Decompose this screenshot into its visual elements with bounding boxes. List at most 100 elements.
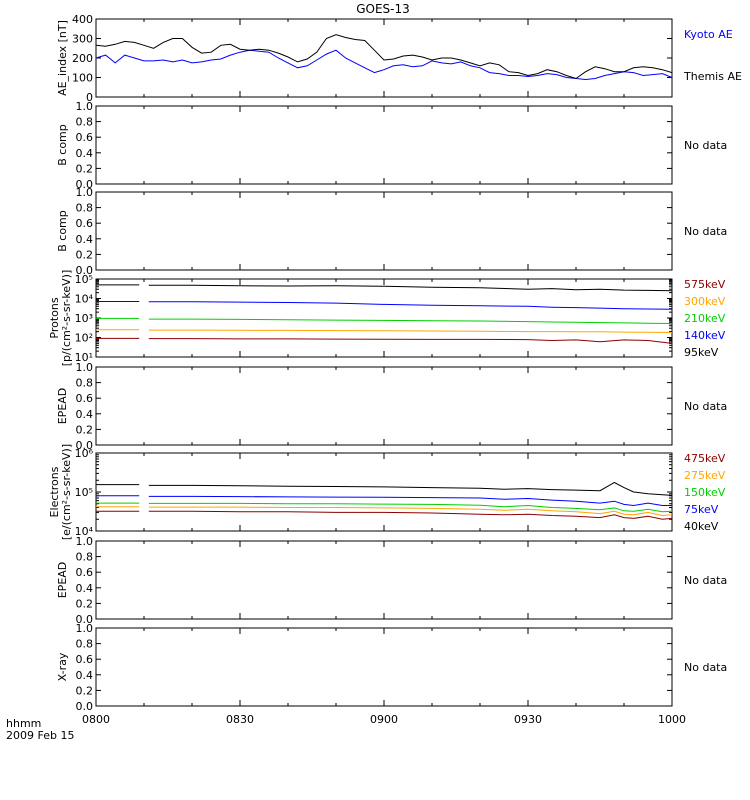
y-tick-label: 0.2: [76, 423, 94, 436]
y-tick-label: 0.2: [76, 684, 94, 697]
y-tick-label: 400: [72, 13, 93, 26]
series-line-95kev: [148, 284, 673, 292]
legend-entry: 95keV: [684, 346, 719, 359]
legend-entry: 75keV: [684, 503, 719, 516]
panel-electrons: 10⁴ 10⁵ 10⁶ Electrons [e/(cm²-s-sr-keV)] 475k…: [48, 444, 726, 540]
y-tick-label: 10⁴: [75, 525, 94, 538]
series-line-475kev: [148, 510, 673, 520]
y-tick-label: 0.4: [76, 669, 94, 682]
legend-entry: 150keV: [684, 486, 726, 499]
y-tick-label: 0.0: [76, 264, 94, 277]
y-tick-label: 0.6: [76, 566, 94, 579]
no-data-label: No data: [684, 139, 727, 152]
y-tick-label: 0.4: [76, 147, 94, 160]
y-tick-label: 0: [86, 91, 93, 104]
y-tick-label: 0.6: [76, 131, 94, 144]
panel-frame: [95, 191, 673, 271]
series-line-300kev: [148, 329, 673, 333]
series-line-40kev: [148, 481, 673, 496]
y-tick-label: 0.2: [76, 248, 94, 261]
no-data-label: No data: [684, 574, 727, 587]
x-tick-label: 0800: [82, 713, 110, 726]
y-axis-label: EPEAD: [56, 388, 69, 425]
y-tick-label: 10⁵: [75, 486, 93, 499]
chart-title: GOES-13: [356, 2, 410, 16]
panel-epead_electrons: 0.0 0.2 0.4 0.6 0.8 1.0 EPEAD No data: [56, 535, 727, 626]
panel-frame: [95, 366, 673, 446]
y-tick-label: 0.2: [76, 597, 94, 610]
time-axis-unit-label: hhmm: [6, 717, 41, 730]
y-tick-label: 0.0: [76, 613, 94, 626]
legend-entry: Themis AE: [683, 70, 742, 83]
y-tick-label: 1.0: [76, 535, 94, 548]
legend-entry: 140keV: [684, 329, 726, 342]
y-tick-label: 0.6: [76, 653, 94, 666]
time-axis: 0800 0830 0900 0930 1000: [82, 713, 686, 726]
legend-entry: 210keV: [684, 312, 726, 325]
series-line-75kev: [148, 495, 672, 507]
y-tick-label: 0.4: [76, 233, 94, 246]
series-line-140kev: [148, 301, 673, 310]
y-tick-label: 0.8: [76, 638, 94, 651]
y-tick-label: 0.4: [76, 408, 94, 421]
y-tick-label: 1.0: [76, 100, 94, 113]
series-line-575kev: [148, 338, 673, 344]
y-tick-label: 0.4: [76, 582, 94, 595]
x-tick-label: 0900: [370, 713, 398, 726]
series-line-275kev: [148, 506, 673, 517]
y-tick-label: 10¹: [75, 351, 93, 364]
y-axis-label: [p/(cm²-s-sr-keV)]: [60, 270, 73, 367]
legend-entry: 300keV: [684, 295, 726, 308]
legend-entry: 275keV: [684, 469, 726, 482]
y-tick-label: 0.2: [76, 162, 94, 175]
y-tick-label: 300: [72, 33, 93, 46]
panel-b_comp_2: 0.0 0.2 0.4 0.6 0.8 1.0 B comp No data: [56, 186, 727, 277]
panel-b_comp_1: 0.0 0.2 0.4 0.6 0.8 1.0 B comp No data: [56, 100, 727, 191]
time-axis-date-label: 2009 Feb 15: [6, 729, 74, 742]
y-tick-label: 100: [72, 72, 93, 85]
x-tick-label: 0830: [226, 713, 254, 726]
y-tick-label: 0.8: [76, 202, 94, 215]
y-axis-label: X-ray: [56, 652, 69, 681]
y-tick-label: 0.8: [76, 116, 94, 129]
series-line-210kev: [148, 318, 673, 324]
panel-frame: [95, 18, 673, 98]
x-tick-label: 0930: [514, 713, 542, 726]
panel-epead_protons: 0.0 0.2 0.4 0.6 0.8 1.0 EPEAD No data: [56, 361, 727, 452]
y-axis-label: B comp: [56, 210, 69, 252]
y-tick-label: 0.6: [76, 392, 94, 405]
y-tick-label: 0.8: [76, 377, 94, 390]
y-tick-label: 10⁶: [75, 447, 94, 460]
y-tick-label: 200: [72, 52, 93, 65]
no-data-label: No data: [684, 400, 727, 413]
panel-frame: [95, 105, 673, 185]
y-tick-label: 1.0: [76, 186, 94, 199]
panel-frame: [95, 627, 673, 707]
panel-protons: 10¹ 10² 10³ 10⁴ 10⁵ Protons [p/(cm²-s-sr-keV)]…: [48, 270, 726, 367]
y-tick-label: 10⁵: [75, 273, 93, 286]
y-axis-label: EPEAD: [56, 562, 69, 599]
panel-frame: [95, 540, 673, 620]
y-axis-label: AE_index [nT]: [56, 20, 69, 96]
panel-xray: 0.0 0.2 0.4 0.6 0.8 1.0 X-ray No data: [56, 622, 727, 713]
legend-entry: 575keV: [684, 278, 726, 291]
series-line-themis-ae: [95, 34, 673, 80]
panel-frame: [95, 452, 673, 532]
y-tick-label: 1.0: [76, 622, 94, 635]
y-axis-label: B comp: [56, 124, 69, 166]
y-axis-label: Protons: [48, 297, 61, 338]
series-line-kyoto-ae: [95, 49, 673, 81]
legend-entry: 40keV: [684, 520, 719, 533]
y-axis-label: [e/(cm²-s-sr-keV)]: [60, 444, 73, 540]
series-line-150kev: [148, 502, 673, 513]
x-tick-label: 1000: [658, 713, 686, 726]
legend-entry: 475keV: [684, 452, 726, 465]
y-tick-label: 10⁴: [75, 293, 94, 306]
y-tick-label: 10³: [75, 312, 93, 325]
y-tick-label: 0.0: [76, 178, 94, 191]
legend-entry: Kyoto AE: [684, 28, 733, 41]
no-data-label: No data: [684, 225, 727, 238]
